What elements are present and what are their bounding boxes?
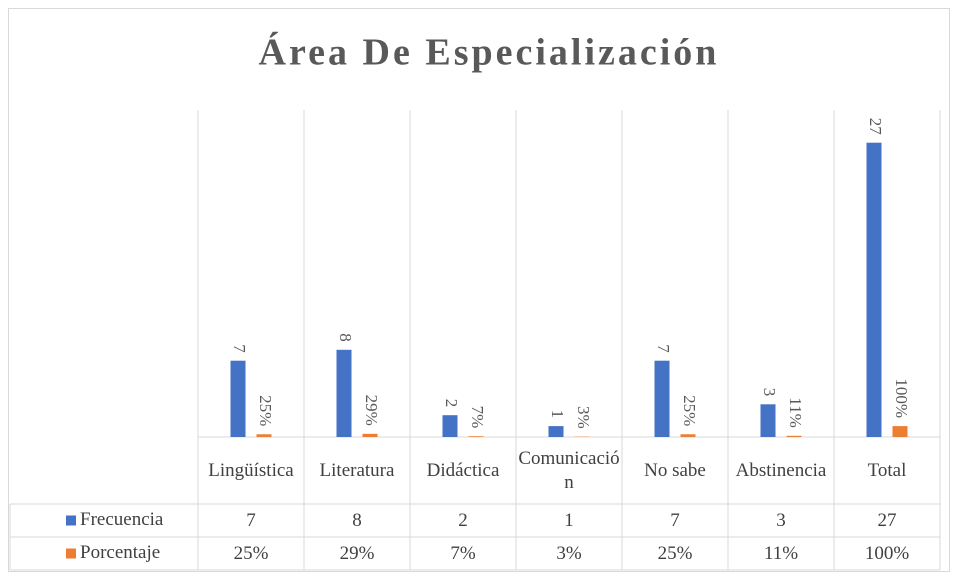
table-value: 11%: [763, 542, 799, 564]
category-label: Total: [867, 459, 907, 481]
table-value: 29%: [339, 542, 375, 564]
legend-key: [66, 515, 76, 526]
category-label: Abstinencia: [735, 459, 827, 481]
data-label: 7%: [468, 406, 487, 429]
table-value: 3: [776, 509, 786, 531]
legend-label: Porcentaje: [80, 542, 160, 563]
legend-label: Frecuencia: [80, 509, 164, 530]
bar: [892, 426, 908, 437]
table-value: 25%: [657, 542, 693, 564]
table-value: 2: [458, 509, 468, 531]
legend-key: [66, 548, 76, 559]
data-label: 25%: [256, 395, 275, 426]
bar: [786, 435, 802, 437]
table-value: 7: [670, 509, 680, 531]
chart-border: [8, 8, 950, 572]
category-label: No sabe: [644, 459, 706, 481]
data-label: 3%: [574, 406, 593, 429]
table-value: 3%: [556, 542, 582, 564]
data-label: 7: [654, 344, 673, 353]
table-value: 7: [246, 509, 256, 531]
table-value: 27: [877, 509, 897, 531]
data-label: 3: [760, 388, 779, 397]
bar: [680, 434, 696, 437]
table-value: 8: [352, 509, 362, 531]
bar: [256, 434, 272, 437]
data-label: 2: [442, 399, 461, 408]
table-value: 1: [564, 509, 574, 531]
data-label: 7: [230, 344, 249, 353]
bar: [548, 426, 564, 437]
bar: [866, 142, 882, 437]
data-label: 1: [548, 410, 567, 419]
data-label: 11%: [786, 397, 805, 428]
table-value: 7%: [450, 542, 476, 564]
bar: [760, 404, 776, 437]
category-label: Didáctica: [426, 459, 500, 481]
data-label: 27: [866, 118, 885, 136]
data-label: 29%: [362, 395, 381, 426]
bar: [230, 360, 246, 437]
bar: [654, 360, 670, 437]
data-label: 25%: [680, 395, 699, 426]
chart-title: Área De Especialización: [259, 32, 720, 74]
data-label: 100%: [892, 378, 911, 418]
table-value: 100%: [864, 542, 910, 564]
bar: [336, 349, 352, 437]
category-label: Literatura: [319, 459, 395, 481]
category-label: Lingüística: [208, 459, 294, 481]
table-value: 25%: [233, 542, 269, 564]
bar: [442, 415, 458, 437]
bar: [362, 433, 378, 437]
bar: [468, 436, 484, 437]
category-label: Comunicación: [518, 447, 620, 493]
data-label: 8: [336, 333, 355, 342]
